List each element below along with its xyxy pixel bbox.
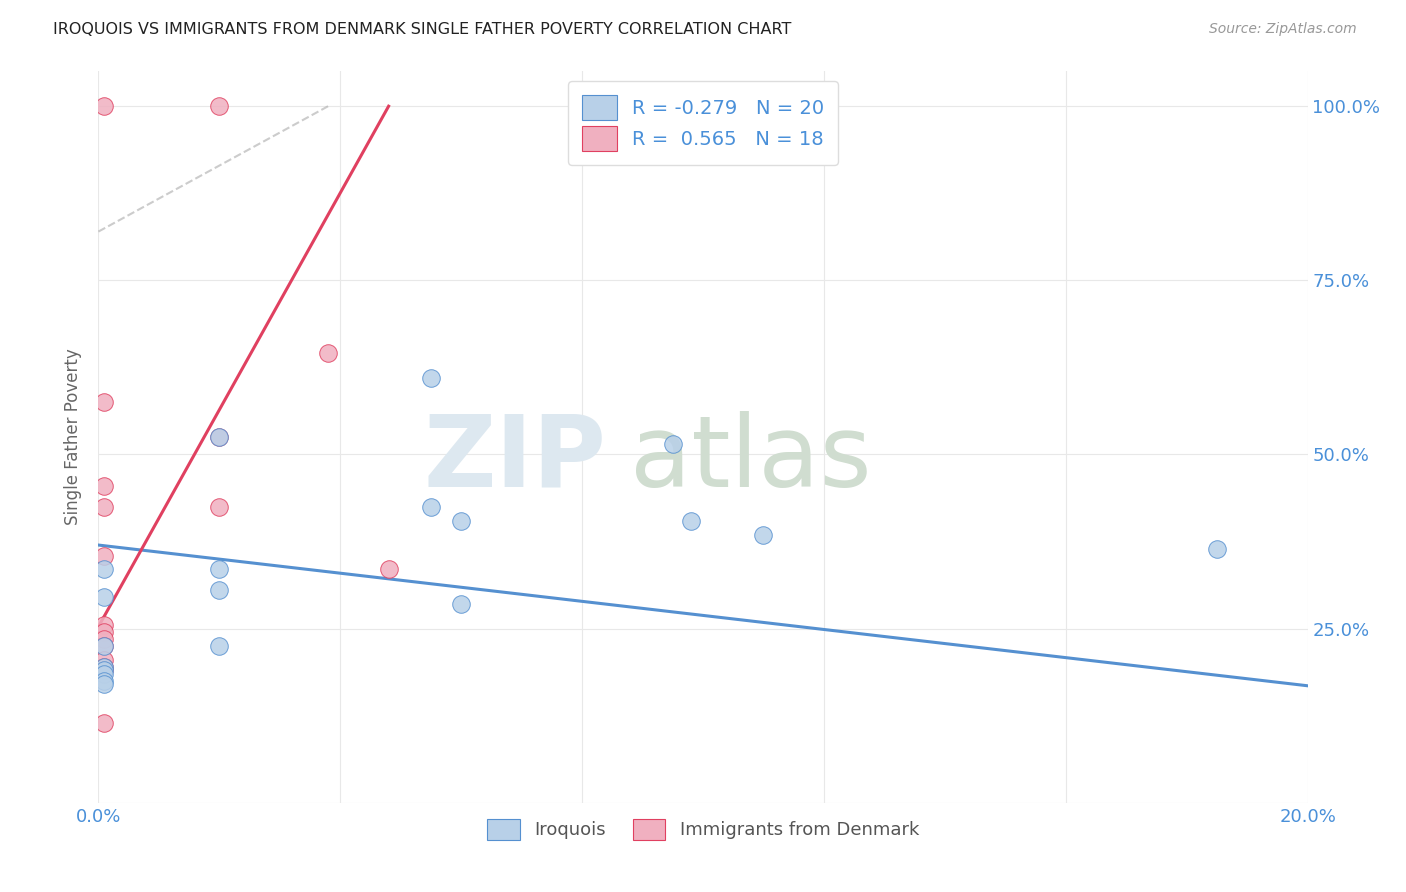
- Point: [93, 664, 115, 678]
- Point: [93, 664, 115, 678]
- Point: [93, 667, 115, 681]
- Point: [93, 562, 115, 576]
- Point: [208, 99, 231, 113]
- Point: [661, 437, 683, 451]
- Point: [93, 639, 115, 653]
- Point: [208, 430, 231, 444]
- Text: Source: ZipAtlas.com: Source: ZipAtlas.com: [1209, 22, 1357, 37]
- Point: [450, 597, 472, 611]
- Point: [93, 673, 115, 688]
- Y-axis label: Single Father Poverty: Single Father Poverty: [65, 349, 83, 525]
- Point: [208, 430, 231, 444]
- Text: IROQUOIS VS IMMIGRANTS FROM DENMARK SINGLE FATHER POVERTY CORRELATION CHART: IROQUOIS VS IMMIGRANTS FROM DENMARK SING…: [53, 22, 792, 37]
- Point: [679, 514, 702, 528]
- Point: [93, 395, 115, 409]
- Text: atlas: atlas: [630, 410, 872, 508]
- Point: [93, 660, 115, 674]
- Point: [208, 639, 231, 653]
- Point: [208, 500, 231, 514]
- Point: [93, 639, 115, 653]
- Point: [93, 618, 115, 632]
- Point: [208, 583, 231, 598]
- Point: [450, 514, 472, 528]
- Point: [93, 500, 115, 514]
- Point: [93, 549, 115, 563]
- Point: [208, 562, 231, 576]
- Text: ZIP: ZIP: [423, 410, 606, 508]
- Point: [93, 653, 115, 667]
- Point: [93, 99, 115, 113]
- Point: [93, 625, 115, 640]
- Point: [93, 632, 115, 646]
- Point: [420, 500, 443, 514]
- Point: [93, 660, 115, 674]
- Point: [93, 479, 115, 493]
- Legend: Iroquois, Immigrants from Denmark: Iroquois, Immigrants from Denmark: [478, 810, 928, 848]
- Point: [1206, 541, 1229, 556]
- Point: [752, 527, 775, 541]
- Point: [420, 371, 443, 385]
- Point: [93, 591, 115, 605]
- Point: [316, 346, 339, 360]
- Point: [377, 562, 399, 576]
- Point: [93, 715, 115, 730]
- Point: [93, 677, 115, 691]
